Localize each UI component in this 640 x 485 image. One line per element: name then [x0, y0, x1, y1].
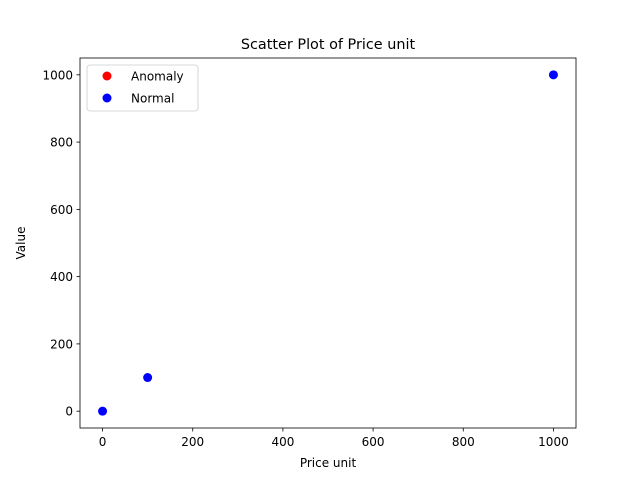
legend-label-normal: Normal: [131, 92, 174, 106]
legend: Anomaly Normal: [86, 64, 199, 112]
y-tick-label: 0: [65, 405, 73, 419]
x-axis-label: Price unit: [300, 456, 357, 470]
x-tick-label: 1000: [538, 435, 569, 449]
legend-label-anomaly: Anomaly: [131, 70, 184, 84]
x-axis-ticks: 0 200 400 600 800 1000: [99, 428, 569, 449]
y-tick-label: 800: [50, 136, 73, 150]
scatter-point-normal: [143, 373, 153, 383]
scatter-point-normal: [548, 70, 558, 80]
y-tick-label: 400: [50, 270, 73, 284]
legend-marker-anomaly: [102, 71, 112, 81]
legend-box: [86, 64, 199, 112]
x-tick-label: 200: [181, 435, 204, 449]
plot-area: [80, 58, 576, 428]
chart-title: Scatter Plot of Price unit: [241, 37, 416, 53]
y-tick-label: 200: [50, 337, 73, 351]
scatter-point-normal: [98, 406, 108, 416]
y-tick-label: 600: [50, 203, 73, 217]
x-tick-label: 0: [99, 435, 107, 449]
points-layer: [98, 70, 558, 416]
y-axis-label: Value: [14, 227, 28, 260]
plot-frame: [79, 57, 577, 429]
x-tick-label: 800: [452, 435, 475, 449]
legend-marker-normal: [102, 93, 112, 103]
y-axis-ticks: 0 200 400 600 800 1000: [42, 68, 80, 419]
x-tick-label: 600: [362, 435, 385, 449]
y-tick-label: 1000: [42, 68, 73, 82]
x-tick-label: 400: [271, 435, 294, 449]
